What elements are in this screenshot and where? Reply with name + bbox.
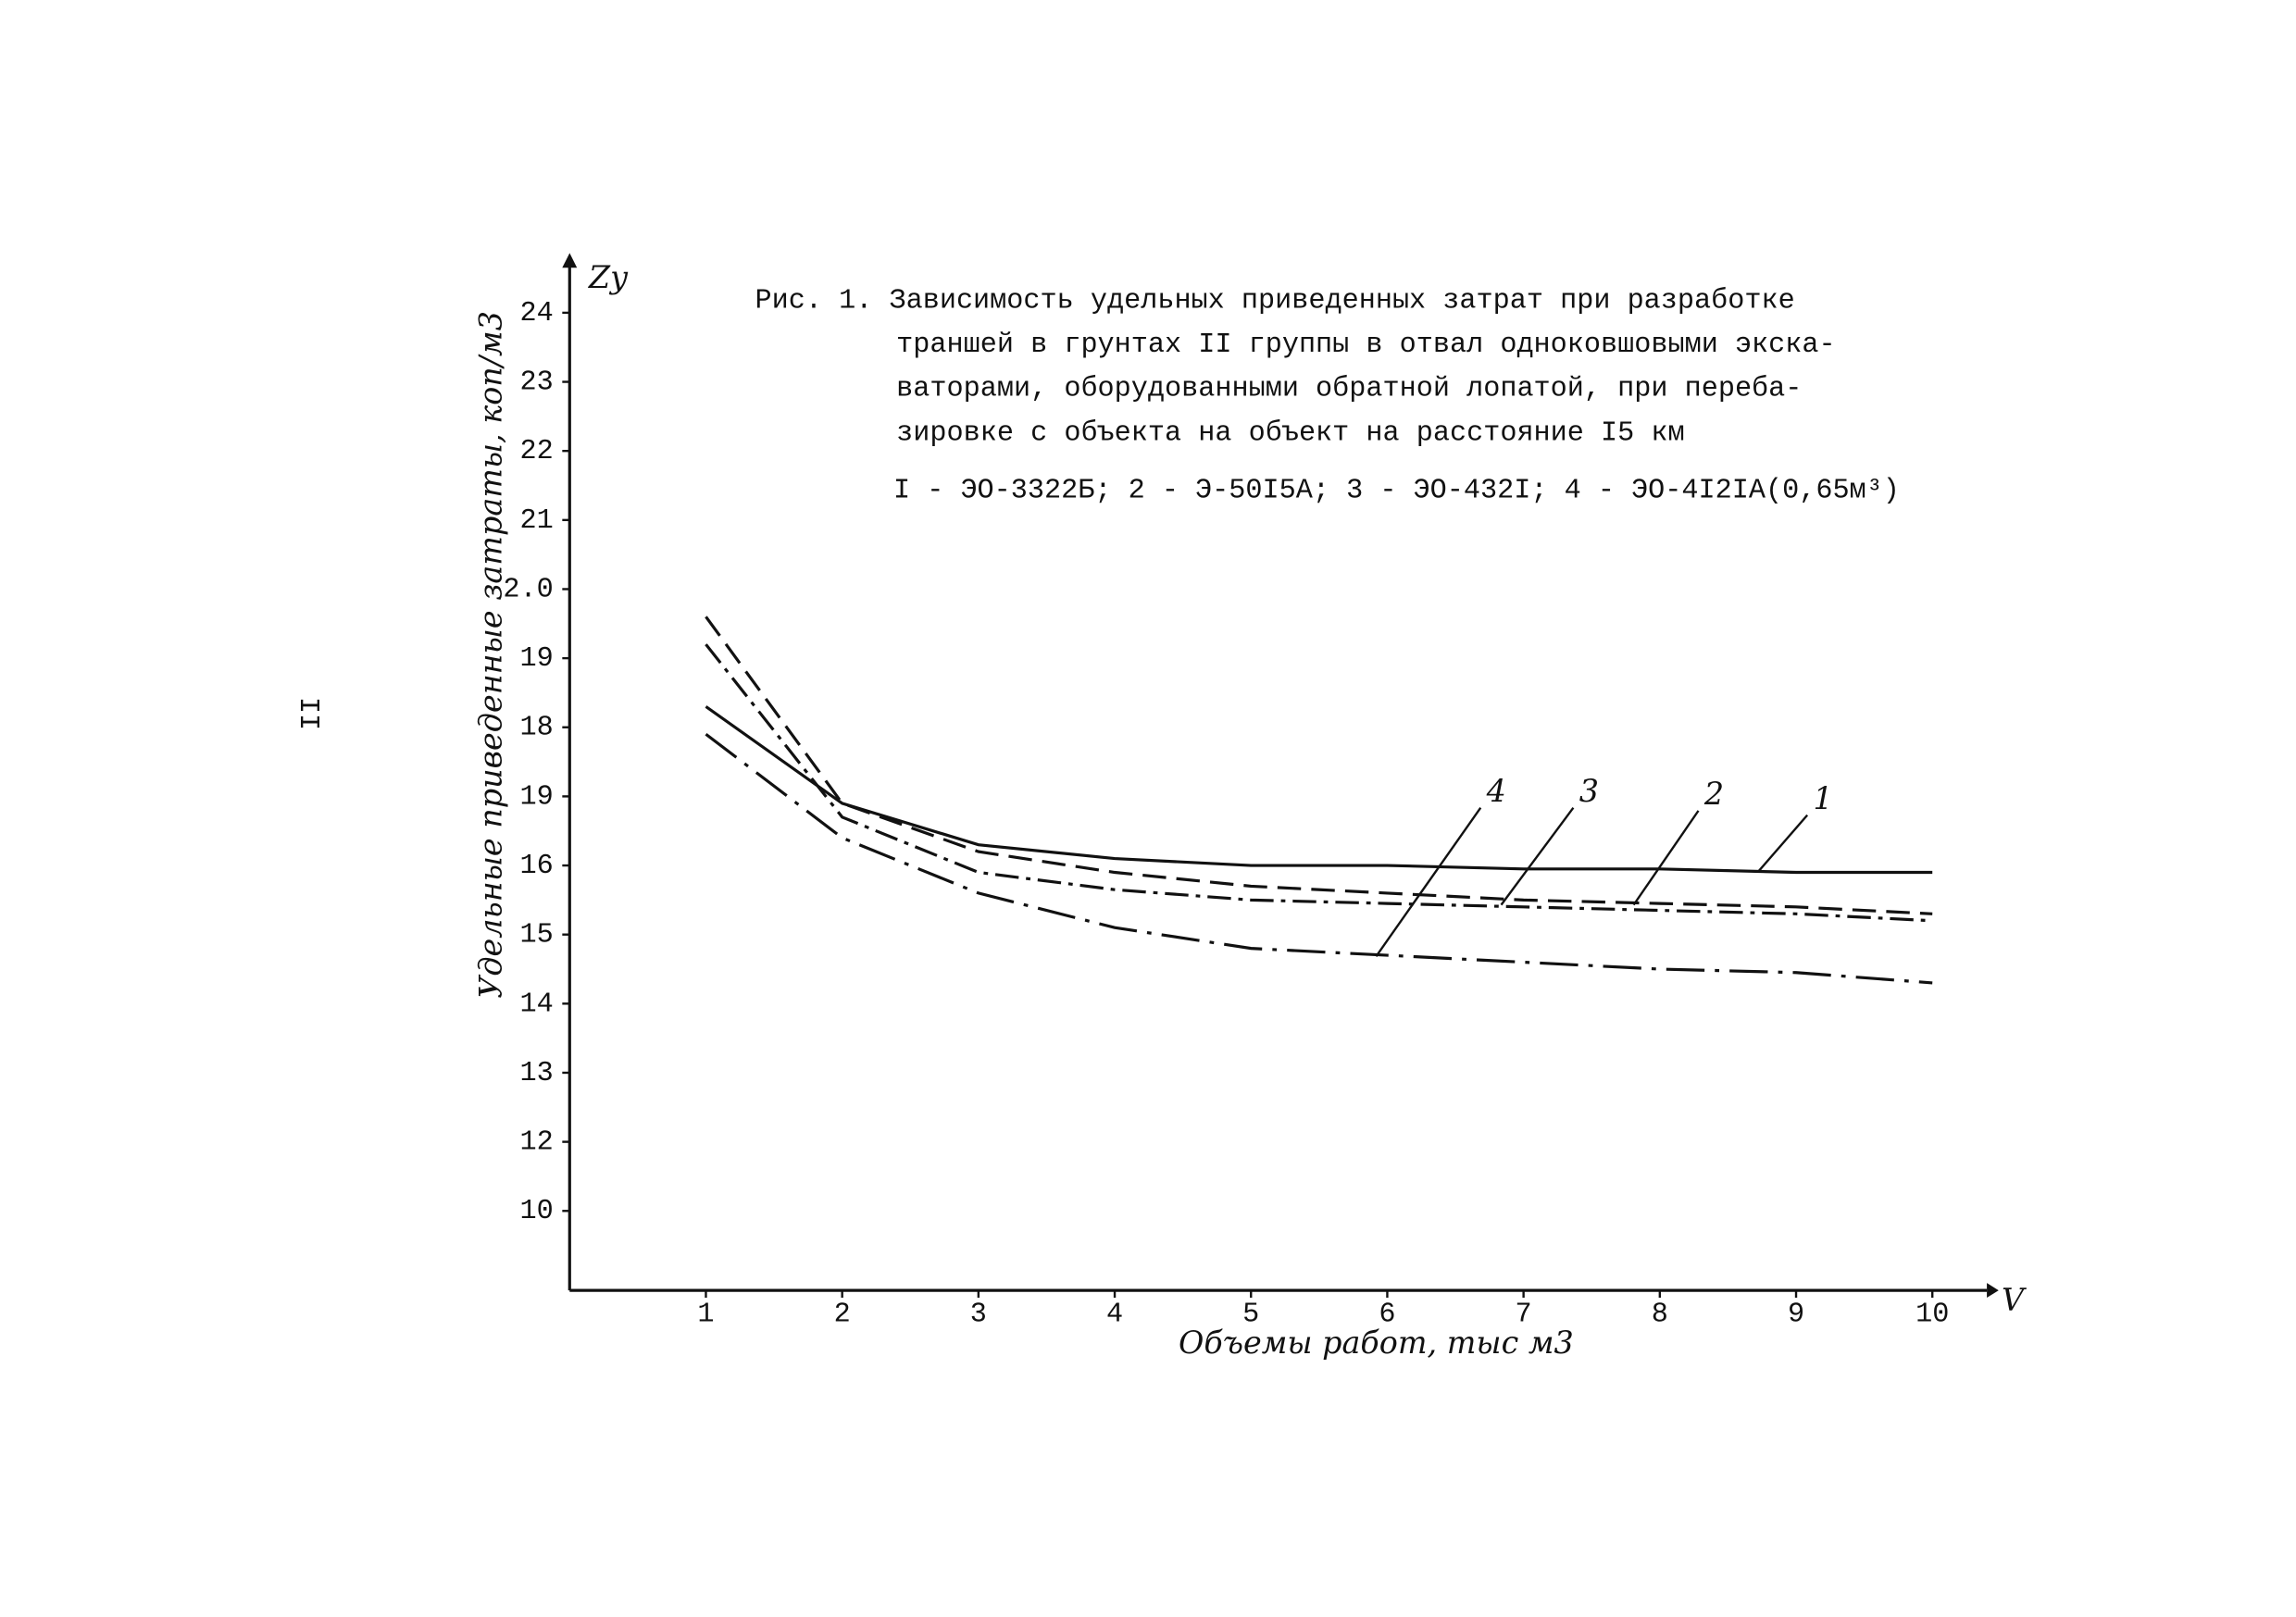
x-tick-label: 2 [834,1300,851,1331]
legend-text: I - ЭО-3322Б; 2 - Э-50I5А; 3 - ЭО-432I; … [893,475,1900,506]
y-tick-label: 10 [520,1196,554,1227]
y-tick-label: 13 [520,1058,554,1089]
x-tick-label: 6 [1379,1300,1395,1331]
y-axis-label: Удельные приведенные затраты, коп/м3 [473,311,509,999]
x-axis-label: Объемы работ, тыс м3 [1179,1325,1574,1361]
y-tick-label: 18 [520,713,554,744]
curve-label: 4 [1486,773,1506,809]
chart-title: зировке с объекта на объект на расстояни… [896,417,1684,449]
leader-line [1757,814,1809,872]
y-axis-name: Zу [588,259,629,295]
leader-line [1632,810,1700,906]
y-tick-label: 14 [520,989,554,1020]
curve-label: 1 [1814,780,1833,816]
x-tick-label: 3 [970,1300,987,1331]
chart-title: Рис. 1. Зависимость удельных приведенных… [755,285,1795,317]
x-tick-label: 7 [1516,1300,1532,1331]
y-tick-label: 2.0 [503,574,553,605]
series-line [705,616,1933,915]
curve-label: 2 [1703,776,1724,812]
y-tick-label: 16 [520,851,554,882]
x-tick-label: 10 [1915,1300,1949,1331]
y-tick-label: 15 [520,920,554,952]
chart-title: траншей в грунтах II группы в отвал одно… [896,330,1835,361]
y-tick-label: 22 [520,436,554,467]
leader-line [1500,806,1575,906]
curve-label: 3 [1579,773,1599,809]
y-tick-label: 12 [520,1127,554,1159]
page-number: II [297,697,329,730]
y-tick-label: 19 [520,781,554,813]
leader-line [1375,807,1482,957]
chart-title: ваторами, оборудованными обратной лопато… [896,374,1802,405]
series-line [705,705,1933,875]
y-tick-label: 19 [520,643,554,675]
y-tick-label: 21 [520,505,554,537]
y-tick-label: 23 [520,367,554,399]
series-line [705,732,1933,985]
y-tick-label: 24 [520,298,554,330]
y-axis-arrow [562,253,578,268]
x-axis-name: V [2002,1282,2027,1318]
x-tick-label: 1 [697,1300,714,1331]
x-tick-label: 9 [1788,1300,1804,1331]
x-tick-label: 5 [1242,1300,1259,1331]
x-tick-label: 8 [1652,1300,1668,1331]
x-axis-arrow [1987,1283,1999,1299]
x-tick-label: 4 [1106,1300,1123,1331]
series-line [705,643,1933,923]
